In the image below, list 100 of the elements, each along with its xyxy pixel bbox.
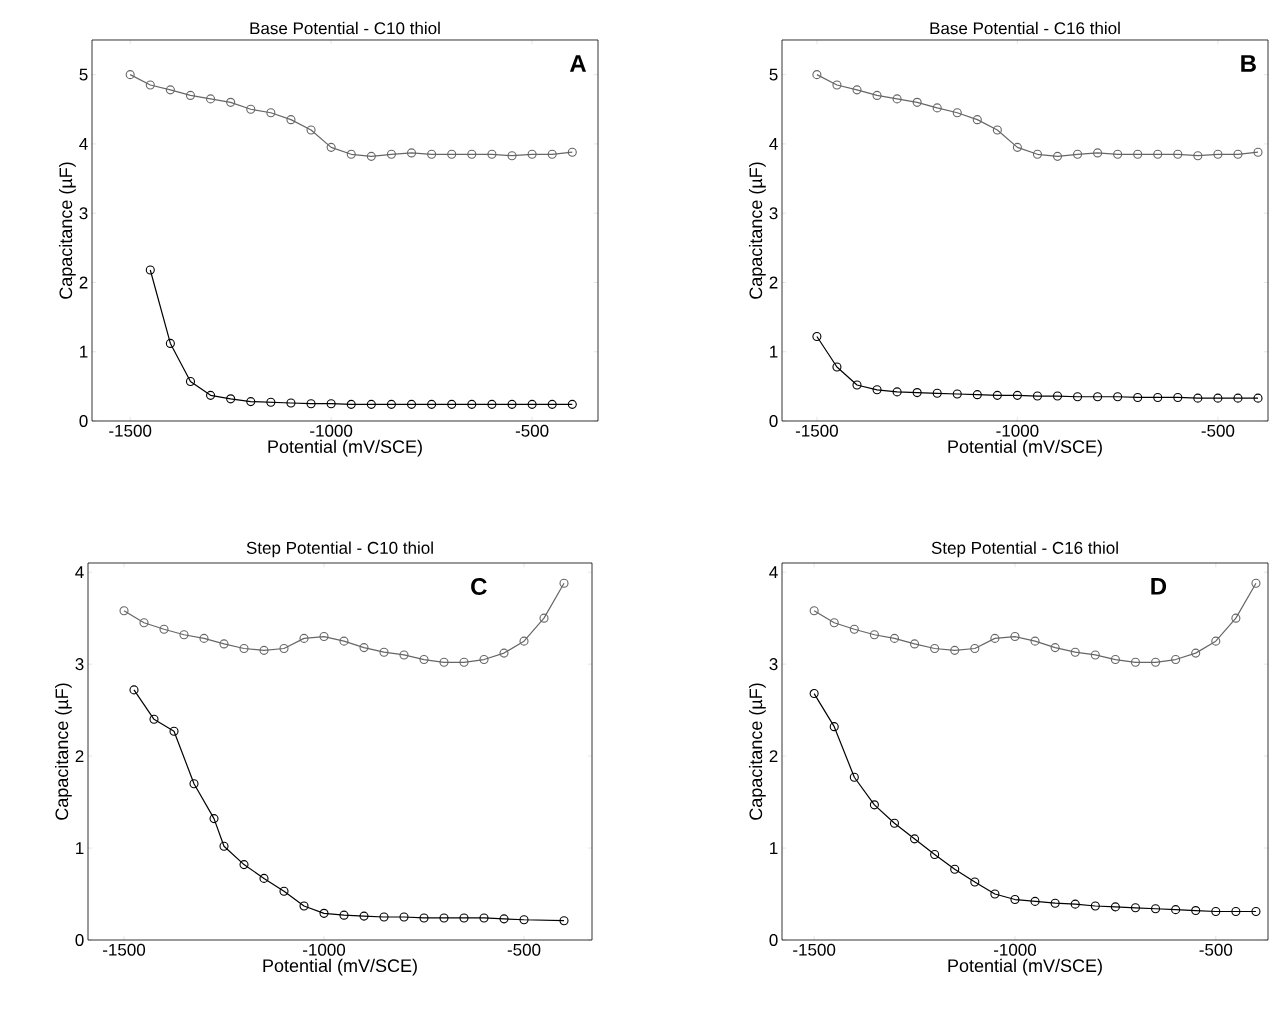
point: [932, 103, 942, 113]
y-tick-label: 0: [769, 933, 778, 947]
point: [459, 913, 469, 923]
point: [419, 654, 429, 665]
point: [286, 398, 296, 408]
point: [1153, 392, 1163, 402]
point: [1233, 393, 1243, 403]
y-tick-label: 5: [769, 68, 778, 81]
point: [219, 639, 229, 649]
point: [1110, 902, 1120, 912]
point: [992, 125, 1002, 135]
point: [1113, 149, 1123, 159]
point: [467, 149, 477, 159]
point: [507, 151, 517, 161]
y-tick-label: 2: [75, 750, 84, 763]
x-tick-label: -1000: [310, 424, 353, 437]
chart-title: Base Potential - C16 thiol: [930, 21, 1120, 35]
x-axis-title: Potential (mV/SCE): [948, 958, 1102, 976]
point: [299, 633, 309, 643]
point: [567, 147, 577, 157]
point: [889, 818, 900, 828]
point: [992, 390, 1002, 400]
point: [1173, 392, 1183, 402]
point: [849, 624, 859, 634]
point: [1032, 149, 1042, 159]
point: [1133, 392, 1143, 402]
point: [1213, 149, 1223, 159]
point: [279, 643, 289, 654]
point: [567, 399, 577, 409]
point: [1171, 905, 1181, 915]
point: [1072, 149, 1083, 159]
point: [932, 388, 942, 398]
annotation: B: [1241, 55, 1256, 72]
point: [499, 648, 509, 658]
point: [119, 606, 129, 616]
annotation: A: [569, 55, 587, 72]
point: [1130, 903, 1141, 913]
point: [1093, 392, 1103, 402]
y-tick-label: 3: [769, 207, 778, 220]
point: [559, 578, 569, 588]
point: [1151, 657, 1161, 667]
point: [990, 633, 1000, 643]
point: [246, 397, 256, 407]
point: [1191, 906, 1201, 916]
point: [910, 639, 920, 649]
point: [399, 912, 409, 922]
point: [809, 606, 819, 616]
point: [165, 85, 175, 95]
x-axis-title: Potential (mV/SCE): [268, 439, 422, 457]
y-axis-title: Capacitance (µF): [54, 683, 72, 820]
y-tick-label: 4: [769, 566, 778, 579]
point: [319, 632, 329, 642]
point: [479, 913, 489, 923]
point: [1211, 636, 1221, 646]
point: [219, 841, 229, 851]
x-tick-label: -500: [1199, 943, 1233, 956]
point: [912, 97, 922, 107]
point: [359, 911, 369, 921]
point: [547, 149, 557, 159]
point: [339, 910, 349, 920]
y-tick-label: 1: [770, 345, 778, 358]
y-tick-label: 4: [769, 138, 778, 150]
point: [185, 90, 196, 100]
point: [439, 913, 449, 923]
point: [125, 70, 135, 80]
point: [386, 399, 396, 409]
y-tick-label: 2: [79, 276, 88, 289]
point: [869, 630, 879, 640]
y-tick-label: 4: [79, 138, 88, 150]
point: [1052, 391, 1063, 401]
point: [889, 633, 900, 643]
point: [1030, 896, 1040, 906]
point: [145, 265, 155, 275]
x-tick-label: -1000: [993, 943, 1037, 956]
point: [1130, 657, 1141, 667]
point: [239, 643, 249, 654]
point: [912, 388, 922, 398]
point: [1070, 647, 1080, 657]
point: [1010, 894, 1020, 905]
point: [366, 399, 376, 409]
point: [952, 389, 962, 399]
point: [527, 399, 537, 409]
x-tick-label: -1500: [103, 943, 146, 956]
x-tick-label: -1000: [996, 424, 1039, 437]
point: [829, 618, 839, 628]
point: [952, 108, 962, 118]
point: [930, 849, 940, 860]
point: [1211, 906, 1221, 917]
point: [189, 779, 199, 789]
point: [892, 387, 902, 397]
point: [869, 800, 879, 810]
point: [479, 654, 489, 665]
point: [1153, 149, 1163, 159]
x-tick-label: -1500: [795, 424, 838, 437]
point: [279, 886, 289, 896]
point: [1090, 901, 1100, 911]
point: [306, 399, 316, 409]
point: [447, 149, 457, 159]
point: [326, 142, 336, 152]
point: [1072, 392, 1083, 402]
